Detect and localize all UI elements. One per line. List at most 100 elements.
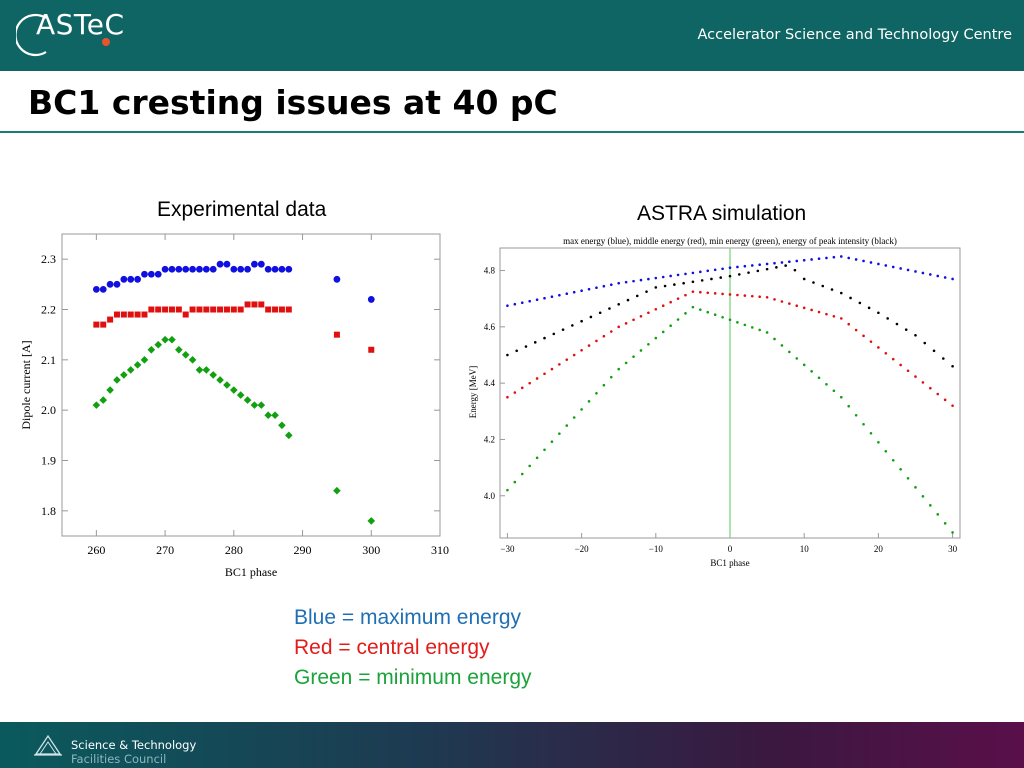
- chart1-point-green: [216, 376, 224, 384]
- chart2-point-red: [543, 372, 546, 376]
- chart2-point-blue: [951, 277, 954, 281]
- chart2-point-green: [661, 330, 665, 334]
- chart1-point-green: [120, 371, 128, 379]
- chart2-point-black: [561, 328, 565, 331]
- chart2-point-red: [750, 294, 754, 298]
- chart1-xtick-label: 280: [225, 543, 243, 557]
- chart2-point-red: [684, 293, 687, 297]
- chart2-point-green: [817, 376, 821, 380]
- chart2-point-red: [854, 328, 858, 332]
- chart2-point-black: [645, 290, 648, 293]
- chart2-point-black: [524, 345, 528, 348]
- chart2-point-black: [663, 284, 667, 288]
- chart2-point-blue: [765, 262, 769, 266]
- simulation-chart: max energy (blue), middle energy (red), …: [468, 236, 961, 568]
- chart2-point-blue: [943, 276, 947, 279]
- chart1-point-green: [285, 431, 293, 440]
- chart2-point-blue: [936, 274, 940, 278]
- chart1-point-blue: [271, 265, 279, 273]
- chart1-ytick-label: 2.3: [41, 252, 56, 266]
- chart1-frame: [61, 233, 441, 537]
- chart2-xtick-label: −30: [500, 544, 515, 554]
- chart2-point-red: [728, 293, 732, 296]
- chart2-point-blue: [854, 258, 858, 261]
- chart2-point-green: [699, 308, 702, 311]
- chart2-point-red: [877, 346, 880, 349]
- chart2-point-green: [736, 321, 739, 324]
- chart2-ytick-label: 4.6: [484, 322, 496, 332]
- chart1-point-red: [230, 306, 237, 313]
- chart2-point-blue: [647, 277, 650, 281]
- chart1-point-red: [155, 306, 162, 313]
- chart2-point-red: [513, 391, 517, 394]
- chart2-point-red: [654, 307, 658, 311]
- chart2-point-red: [765, 295, 769, 299]
- chart2-point-black: [737, 273, 741, 276]
- chart2-point-black: [626, 298, 630, 302]
- chart2-point-blue: [580, 289, 583, 293]
- chart1-xtick-label: 290: [294, 543, 312, 557]
- chart2-point-blue: [847, 256, 851, 260]
- chart1-point-red: [189, 306, 196, 313]
- slide-title: BC1 cresting issues at 40 pC: [28, 83, 558, 122]
- chart2-point-blue: [572, 290, 576, 294]
- chart1-point-red: [265, 306, 272, 313]
- chart2-point-red: [609, 330, 613, 333]
- chart2-point-red: [914, 375, 917, 378]
- astec-logo-icon: [16, 13, 110, 57]
- chart1-point-red: [120, 311, 127, 318]
- chart2-point-red: [565, 358, 569, 361]
- chart1-point-blue: [134, 275, 142, 283]
- chart2-point-green: [877, 440, 880, 444]
- chart2-point-blue: [609, 283, 613, 286]
- chart2-point-black: [867, 306, 871, 310]
- chart1-point-green: [367, 517, 376, 525]
- chart2-point-green: [943, 522, 947, 525]
- chart2-point-black: [543, 336, 546, 340]
- chart1-point-blue: [216, 260, 224, 268]
- chart1-point-blue: [237, 265, 245, 273]
- chart2-point-black: [951, 364, 954, 368]
- footer-line1: Science & Technology: [71, 738, 197, 752]
- chart2-point-green: [520, 472, 524, 476]
- chart2-point-red: [788, 302, 791, 305]
- chart1-point-red: [196, 306, 203, 313]
- chart2-point-green: [647, 342, 650, 346]
- chart2-point-red: [929, 386, 932, 390]
- chart2-point-black: [812, 281, 815, 284]
- chart2-point-green: [825, 382, 828, 386]
- chart2-point-black: [747, 271, 750, 274]
- chart1-point-red: [175, 306, 182, 313]
- chart1-point-green: [257, 401, 266, 409]
- chart2-point-green: [565, 424, 569, 427]
- chart2-point-red: [572, 353, 576, 357]
- chart1-point-red: [203, 306, 210, 313]
- chart2-point-black: [515, 349, 518, 353]
- chart2-xlabel: BC1 phase: [710, 558, 749, 568]
- chart2-point-red: [825, 312, 828, 316]
- chart2-point-green: [862, 422, 865, 426]
- chart1-point-green: [223, 381, 231, 389]
- chart2-point-black: [719, 276, 723, 279]
- chart2-point-black: [784, 264, 787, 267]
- chart1-point-green: [161, 335, 169, 344]
- chart2-point-green: [832, 389, 836, 393]
- chart2-point-black: [756, 269, 760, 273]
- chart2-xtick-label: 20: [874, 544, 884, 554]
- chart2-point-black: [654, 286, 658, 289]
- chart1-xtick-label: 300: [362, 543, 380, 557]
- chart1-point-blue: [285, 265, 293, 273]
- chart2-point-red: [839, 317, 843, 320]
- chart1-point-green: [168, 335, 176, 344]
- chart2-point-blue: [558, 293, 561, 297]
- chart2-point-black: [802, 277, 806, 281]
- chart2-point-black: [858, 301, 862, 305]
- chart1-point-blue: [367, 296, 375, 303]
- chart2-point-black: [942, 357, 945, 360]
- chart1-point-blue: [223, 260, 231, 268]
- chart1-point-red: [182, 311, 189, 318]
- chart1-point-blue: [182, 265, 190, 273]
- chart1-point-blue: [127, 275, 135, 283]
- chart1-point-blue: [147, 270, 155, 278]
- chart2-point-red: [906, 369, 910, 373]
